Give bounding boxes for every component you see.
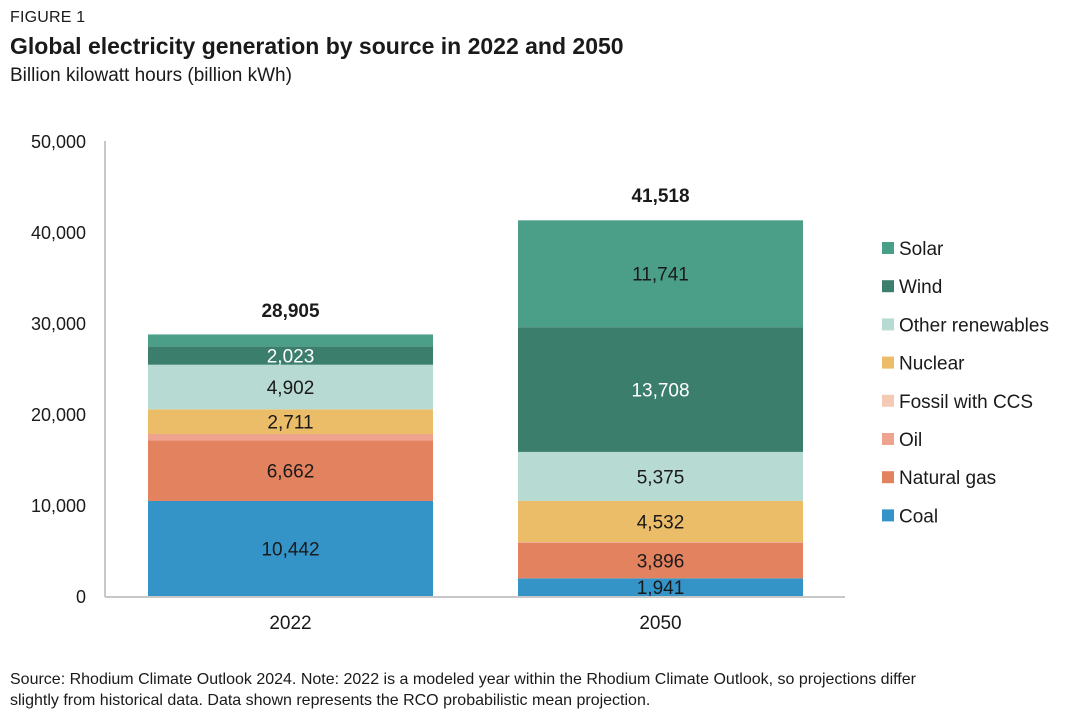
- legend-swatch: [882, 433, 894, 445]
- footnote-line-1: Source: Rhodium Climate Outlook 2024. No…: [10, 671, 916, 688]
- legend-swatch: [882, 242, 894, 254]
- bar-segment-nuclear: [148, 409, 433, 434]
- bar-segment-wind: [148, 346, 433, 365]
- bar-segment-coal: [518, 578, 803, 596]
- data-label: 1,941: [637, 578, 685, 599]
- legend-label: Oil: [899, 430, 922, 451]
- legend-label: Coal: [899, 506, 938, 527]
- bar-segment-natural-gas: [148, 440, 433, 501]
- x-tick-label: 2022: [269, 613, 311, 634]
- y-tick-label: 50,000: [31, 132, 86, 152]
- data-label: 2,023: [267, 347, 315, 368]
- chart-subtitle: Billion kilowatt hours (billion kWh): [10, 65, 292, 86]
- data-label: 10,442: [261, 539, 319, 560]
- y-tick-label: 20,000: [31, 405, 86, 425]
- data-label: 5,375: [637, 467, 685, 488]
- legend-swatch: [882, 318, 894, 331]
- data-label: 4,902: [267, 378, 315, 399]
- legend-label: Other renewables: [899, 315, 1049, 336]
- legend-swatch: [882, 356, 894, 369]
- legend-label: Nuclear: [899, 354, 965, 375]
- stacked-bar-chart: 0 10,000 20,000 30,000 40,000 50,000 10,442 6,6…: [31, 132, 1049, 634]
- legend-label: Natural gas: [899, 468, 996, 489]
- data-label: 3,896: [637, 552, 685, 573]
- bar-segment-oil: [518, 542, 803, 543]
- y-tick-label: 40,000: [31, 223, 86, 243]
- data-label: 6,662: [267, 462, 315, 483]
- bar-segment-natural-gas: [518, 542, 803, 579]
- legend-label: Fossil with CCS: [899, 392, 1033, 413]
- y-tick-label: 10,000: [31, 496, 86, 516]
- bar-segment-oil: [148, 433, 433, 441]
- legend-label: Solar: [899, 239, 944, 260]
- bar-segment-wind: [518, 327, 803, 452]
- legend-swatch: [882, 394, 894, 407]
- figure-label: FIGURE 1: [10, 9, 86, 26]
- total-label: 41,518: [631, 186, 689, 207]
- data-label: 13,708: [631, 381, 689, 402]
- bar-segment-other-renewables: [518, 451, 803, 501]
- y-tick-label: 30,000: [31, 314, 86, 334]
- legend-label: Wind: [899, 277, 942, 298]
- bar-segment-solar: [518, 220, 803, 328]
- bar-segment-coal: [148, 500, 433, 596]
- data-label: 11,741: [632, 265, 689, 286]
- y-tick-label: 0: [76, 587, 86, 607]
- total-label: 28,905: [261, 301, 320, 322]
- data-label: 2,711: [267, 413, 313, 434]
- x-tick-label: 2050: [639, 613, 681, 634]
- bar-segment-other-renewables: [148, 364, 433, 410]
- footnote: Source: Rhodium Climate Outlook 2024. No…: [10, 669, 1060, 711]
- footnote-line-2: slightly from historical data. Data show…: [10, 692, 651, 709]
- chart-title: Global electricity generation by source …: [10, 33, 624, 59]
- legend-swatch: [882, 471, 894, 484]
- bar-segment-solar: [148, 334, 433, 347]
- bar-segment-nuclear: [518, 500, 803, 543]
- legend-swatch: [882, 280, 894, 293]
- data-label: 4,532: [637, 512, 685, 533]
- legend-swatch: [882, 509, 894, 522]
